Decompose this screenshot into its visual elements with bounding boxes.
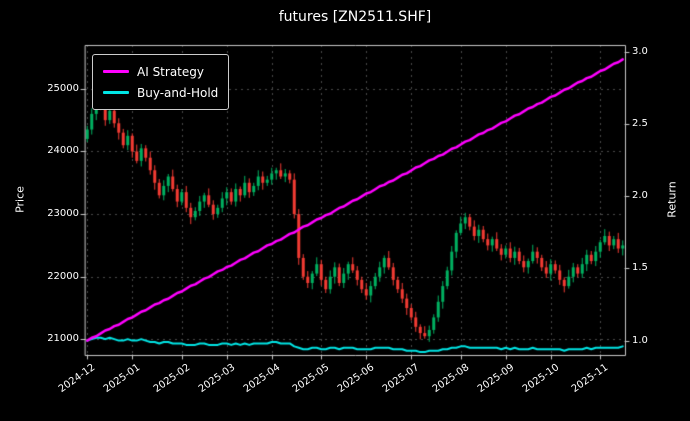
- return-tick-label: 3.0: [632, 46, 648, 58]
- return-tick-label: 2.0: [632, 190, 648, 202]
- buy-and-hold-line-swatch: [103, 91, 129, 94]
- price-tick-label: 21000: [47, 333, 79, 345]
- legend-box: AI Strategy Buy-and-Hold: [92, 54, 230, 110]
- legend-item-buy-and-hold: Buy-and-Hold: [103, 82, 218, 103]
- legend-item-ai-strategy: AI Strategy: [103, 61, 218, 82]
- price-tick-label: 23000: [47, 208, 79, 220]
- price-tick-label: 22000: [47, 270, 79, 282]
- price-tick-label: 25000: [47, 82, 79, 94]
- chart-title: futures [ZN2511.SHF]: [278, 9, 432, 25]
- left-axis-label: Price: [13, 186, 27, 213]
- return-tick-label: 2.5: [632, 118, 648, 130]
- return-tick-label: 1.5: [632, 262, 648, 274]
- legend-label-buy-and-hold: Buy-and-Hold: [137, 85, 219, 100]
- ai-strategy-line-swatch: [103, 70, 129, 73]
- price-tick-label: 24000: [47, 145, 79, 157]
- legend-label-ai-strategy: AI Strategy: [137, 64, 204, 79]
- right-axis-label: Return: [665, 181, 679, 218]
- return-tick-label: 1.0: [632, 334, 648, 346]
